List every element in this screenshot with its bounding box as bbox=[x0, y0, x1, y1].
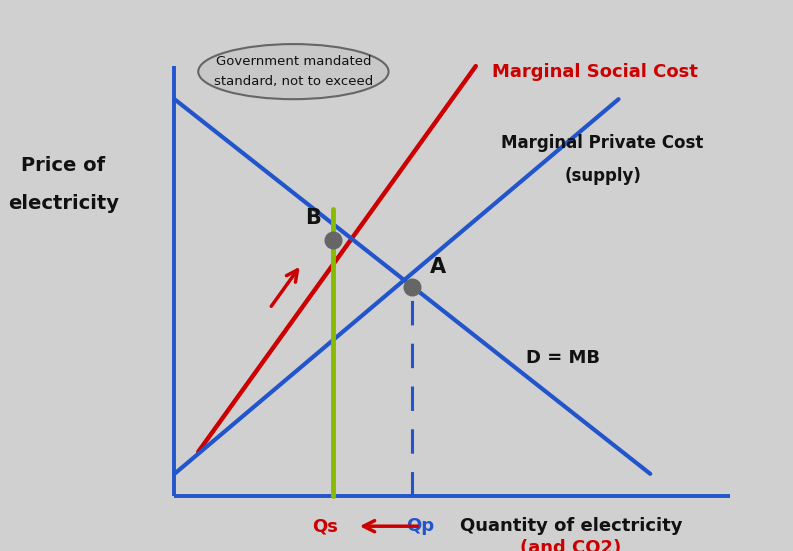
Text: (supply): (supply) bbox=[565, 168, 641, 185]
Text: B: B bbox=[305, 208, 321, 228]
Text: standard, not to exceed: standard, not to exceed bbox=[214, 75, 373, 88]
Text: Government mandated: Government mandated bbox=[216, 55, 371, 68]
Text: Price of: Price of bbox=[21, 156, 105, 175]
Ellipse shape bbox=[198, 44, 389, 99]
Text: (and CO2): (and CO2) bbox=[520, 539, 622, 551]
Text: electricity: electricity bbox=[8, 195, 119, 213]
Text: Qp: Qp bbox=[406, 517, 435, 535]
Text: Marginal Social Cost: Marginal Social Cost bbox=[492, 63, 698, 80]
Text: A: A bbox=[430, 257, 446, 277]
Text: Qs: Qs bbox=[312, 517, 338, 535]
Text: D = MB: D = MB bbox=[526, 349, 600, 367]
Text: Quantity of electricity: Quantity of electricity bbox=[460, 517, 682, 535]
Text: Marginal Private Cost: Marginal Private Cost bbox=[501, 134, 704, 152]
